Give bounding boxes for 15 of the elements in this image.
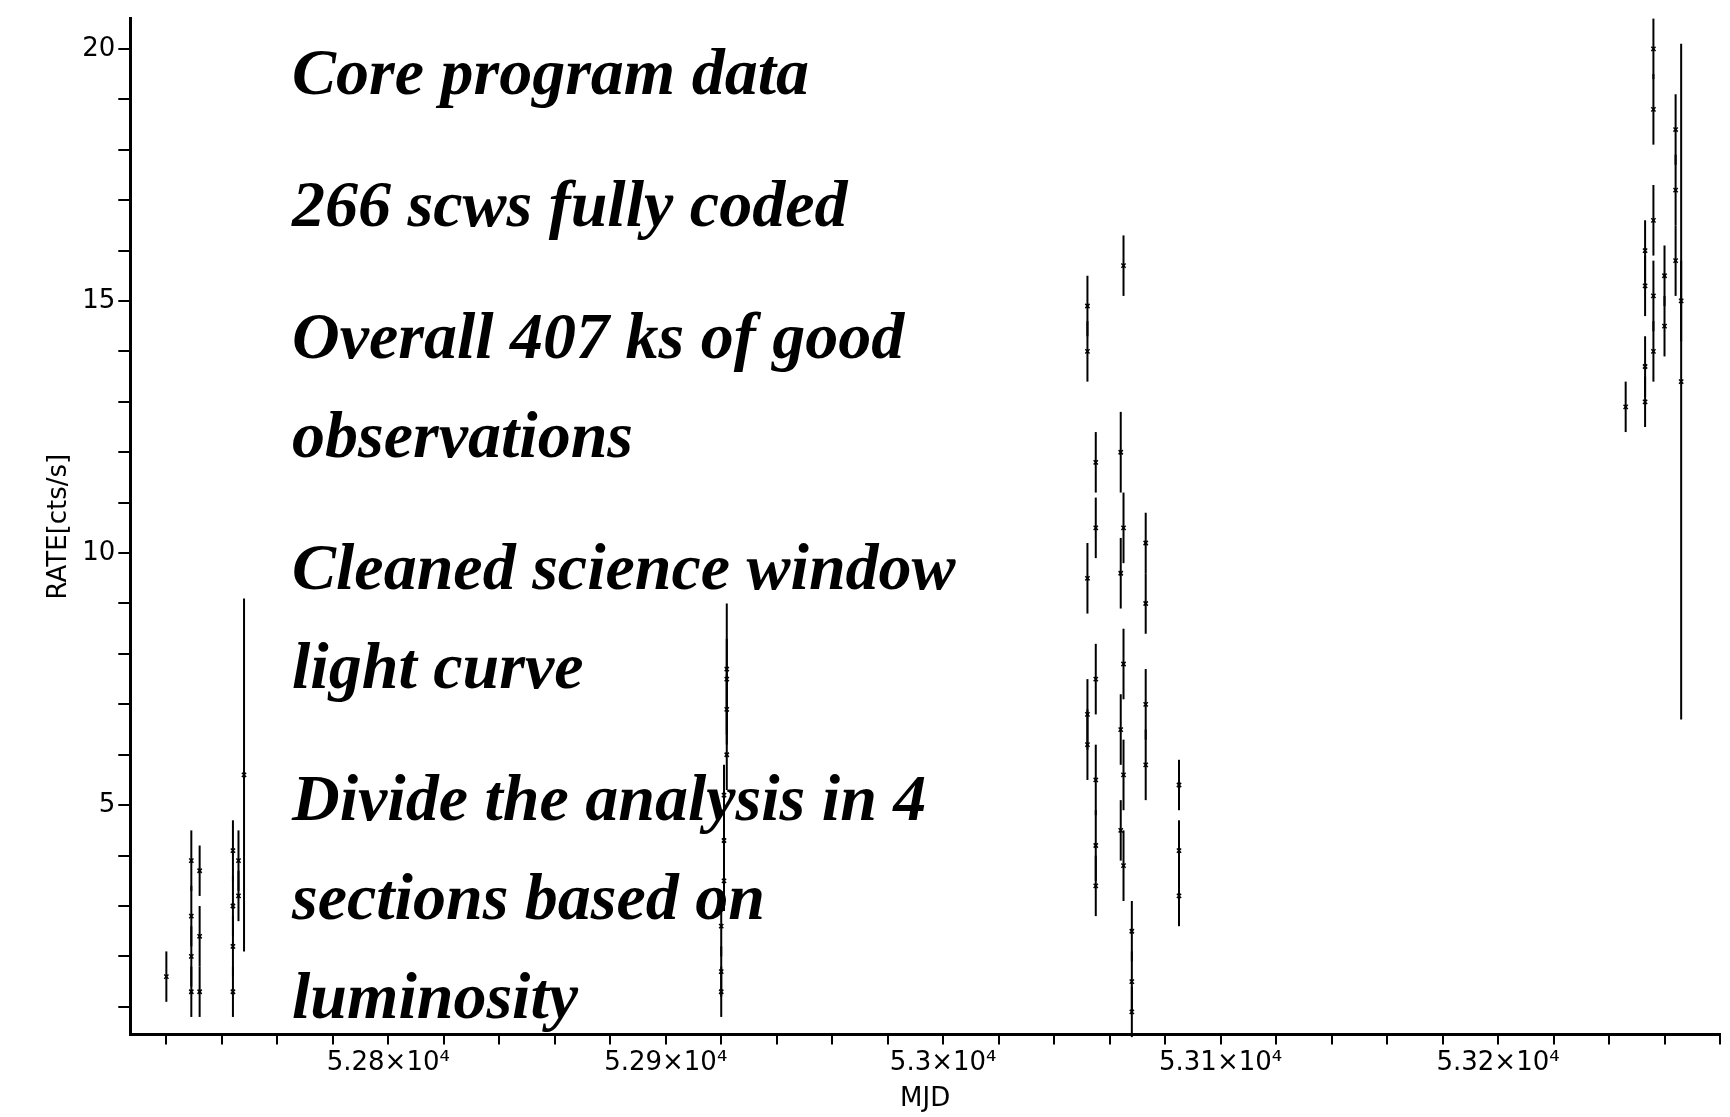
y-tick-label: 5 (98, 787, 116, 818)
y-axis-title: RATE[cts/s] (42, 453, 73, 600)
x-tick-label: 5.32×10⁴ (1436, 1045, 1560, 1076)
annotation: Overall 407 ks of good observations (292, 298, 906, 473)
y-tick-label: 10 (82, 535, 116, 566)
annotation: Cleaned science window light curve (292, 529, 957, 704)
x-tick-label: 5.3×10⁴ (889, 1045, 997, 1076)
x-tick-label: 5.29×10⁴ (604, 1045, 728, 1076)
annotation: Core program data (292, 34, 811, 110)
x-tick-label: 5.31×10⁴ (1159, 1045, 1283, 1076)
x-tick-label: 5.28×10⁴ (326, 1045, 450, 1076)
annotation: 266 scws fully coded (292, 166, 850, 242)
x-axis-title: MJD (900, 1082, 951, 1113)
y-tick-label: 20 (82, 31, 116, 62)
y-tick-label: 15 (82, 283, 116, 314)
